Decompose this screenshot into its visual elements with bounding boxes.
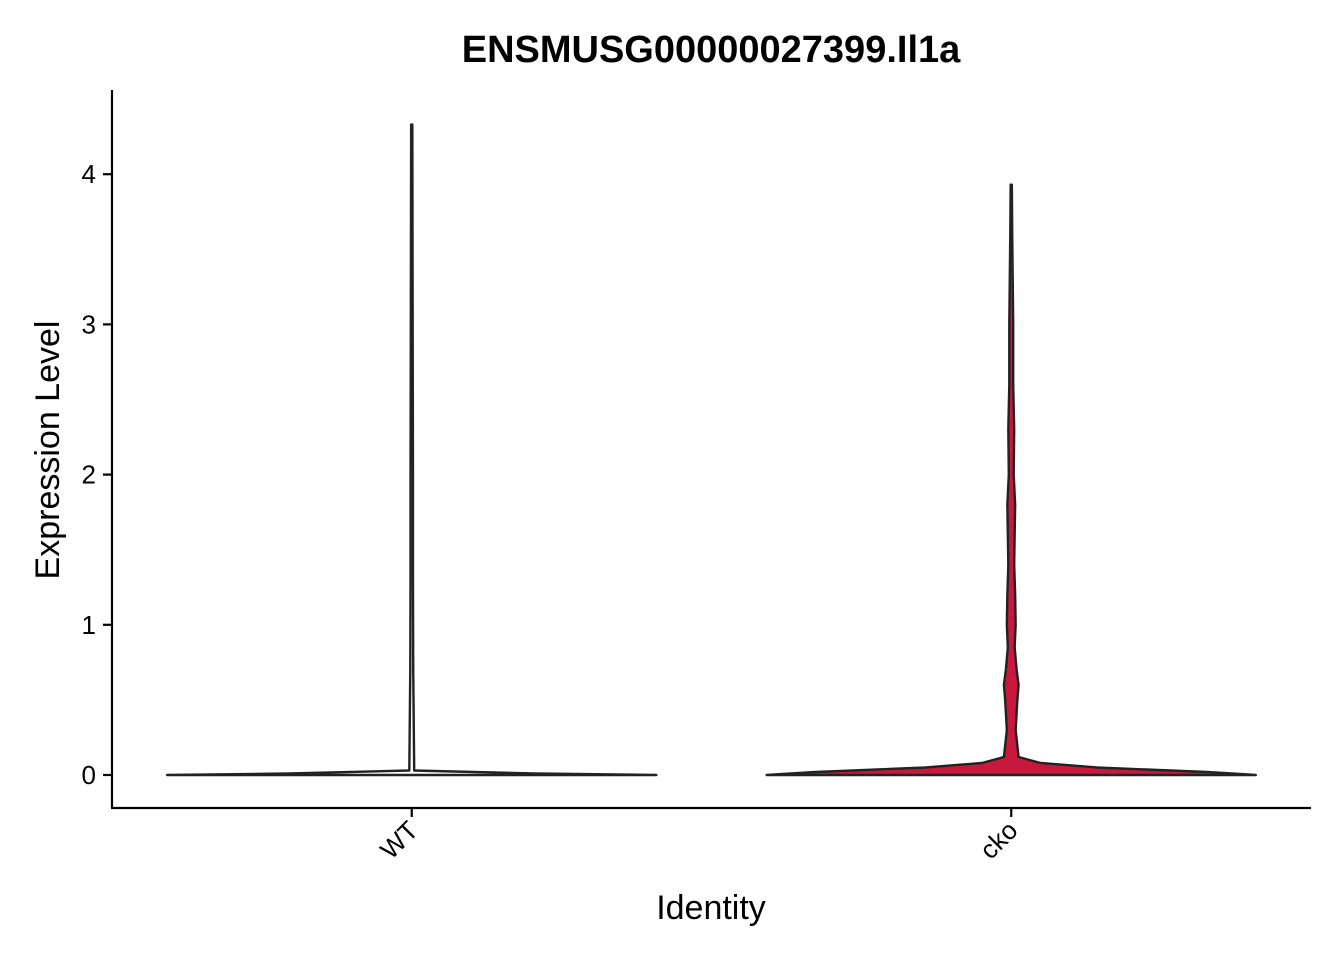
y-tick-label: 3 xyxy=(82,309,96,339)
x-axis-title: Identity xyxy=(656,889,766,927)
x-tick-label-wt: WT xyxy=(374,815,424,865)
y-tick-label: 0 xyxy=(82,760,96,790)
chart-title: ENSMUSG00000027399.Il1a xyxy=(462,29,961,71)
x-axis-ticks: WT cko xyxy=(374,808,1023,865)
violin-layer xyxy=(165,123,1258,777)
y-tick-label: 2 xyxy=(82,460,96,490)
y-tick-label: 1 xyxy=(82,610,96,640)
y-axis-ticks: 0 1 2 3 4 xyxy=(82,159,112,790)
violin-cko xyxy=(765,183,1258,777)
y-axis-title: Expression Level xyxy=(29,321,67,580)
y-tick-label: 4 xyxy=(82,159,96,189)
x-tick-label-cko: cko xyxy=(974,815,1024,865)
violin-wt xyxy=(165,123,658,777)
